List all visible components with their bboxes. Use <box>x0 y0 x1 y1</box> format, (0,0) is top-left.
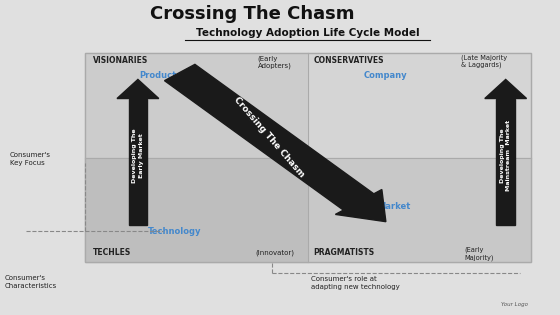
Text: Technology: Technology <box>147 226 201 236</box>
Bar <box>128 99 147 225</box>
Text: (Late Majority
& Laggards): (Late Majority & Laggards) <box>461 54 507 68</box>
Text: Market: Market <box>377 202 411 210</box>
Bar <box>308 158 531 261</box>
Text: Technology Adoption Life Cycle Model: Technology Adoption Life Cycle Model <box>196 28 419 37</box>
Text: Consumer's
Characteristics: Consumer's Characteristics <box>4 275 57 289</box>
Text: VISIONARIES: VISIONARIES <box>94 56 148 65</box>
Text: PRAGMATISTS: PRAGMATISTS <box>314 249 375 257</box>
Text: (Early
Majority): (Early Majority) <box>464 247 493 261</box>
Text: Developing The
Early Market: Developing The Early Market <box>132 129 143 183</box>
Text: Crossing The Chasm: Crossing The Chasm <box>150 4 354 23</box>
Text: Your Logo: Your Logo <box>501 302 528 307</box>
Bar <box>308 54 531 158</box>
Bar <box>85 54 308 158</box>
Polygon shape <box>485 79 526 99</box>
Text: (Early
Adopters): (Early Adopters) <box>258 55 292 69</box>
Text: Consumer's role at
adapting new technology: Consumer's role at adapting new technolo… <box>311 276 399 290</box>
Text: Consumer's
Key Focus: Consumer's Key Focus <box>10 152 51 166</box>
Text: CONSERVATIVES: CONSERVATIVES <box>314 56 384 65</box>
Bar <box>85 54 531 261</box>
Text: Crossing The Chasm: Crossing The Chasm <box>232 95 306 179</box>
Text: TECHLES: TECHLES <box>94 249 132 257</box>
Text: (Innovator): (Innovator) <box>255 250 294 256</box>
Bar <box>85 158 308 261</box>
Text: Company: Company <box>364 72 408 80</box>
Bar <box>496 99 515 225</box>
Polygon shape <box>117 79 159 99</box>
Text: Developing The
Mainstream  Market: Developing The Mainstream Market <box>500 120 511 191</box>
Text: Product: Product <box>139 72 176 80</box>
Polygon shape <box>165 64 386 222</box>
